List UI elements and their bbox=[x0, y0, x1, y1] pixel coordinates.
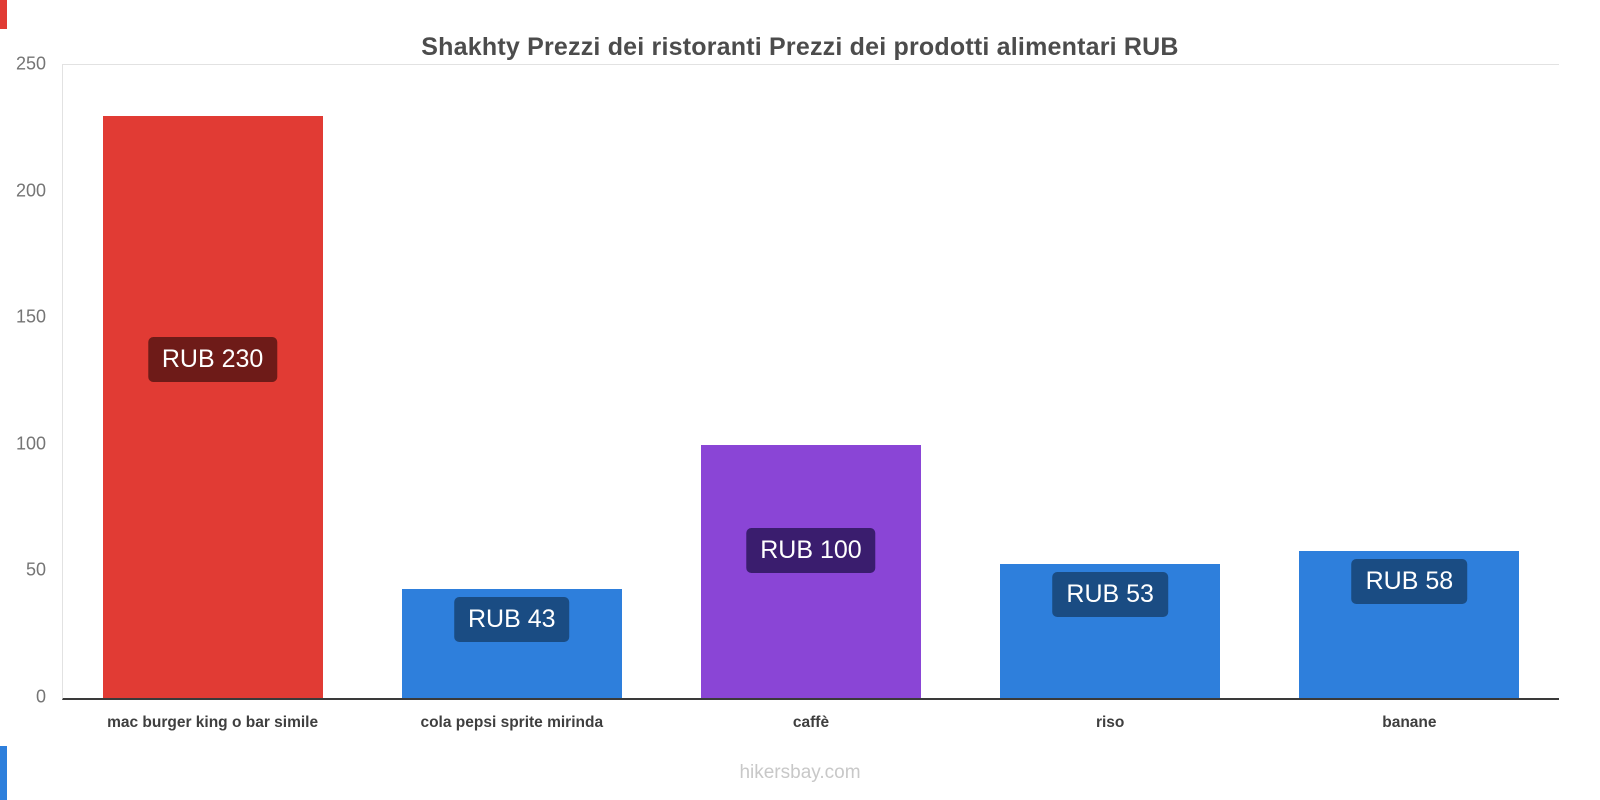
bar-group: RUB 230 mac burger king o bar simile bbox=[63, 65, 362, 731]
category-label: banane bbox=[1382, 714, 1437, 731]
page-edge-accent-bottom bbox=[0, 746, 7, 800]
bar-value-badge: RUB 58 bbox=[1351, 559, 1468, 605]
y-axis-tick: 150 bbox=[15, 306, 46, 327]
y-axis: 0 50 100 150 200 250 bbox=[0, 0, 54, 800]
bar-value-badge: RUB 43 bbox=[454, 597, 570, 643]
category-label: caffè bbox=[792, 714, 830, 731]
bar[interactable]: RUB 53 bbox=[1000, 563, 1221, 698]
plot-area: RUB 230 mac burger king o bar simile RUB 4… bbox=[62, 64, 1559, 731]
page-title: Shakhty Prezzi dei ristoranti Prezzi dei… bbox=[421, 32, 1179, 61]
category-label: riso bbox=[1095, 714, 1125, 731]
bar-group: RUB 58 banane bbox=[1260, 65, 1559, 731]
category-label: cola pepsi sprite mirinda bbox=[420, 714, 604, 731]
y-axis-tick: 0 bbox=[35, 686, 46, 707]
bar-group: RUB 53 riso bbox=[961, 65, 1260, 731]
footer: hikersbay.com bbox=[0, 762, 1600, 784]
bar[interactable]: RUB 58 bbox=[1299, 551, 1520, 698]
y-axis-tick: 50 bbox=[25, 559, 46, 580]
bar[interactable]: RUB 230 bbox=[102, 115, 323, 698]
bar[interactable]: RUB 100 bbox=[700, 444, 921, 698]
bar-value-badge: RUB 230 bbox=[147, 337, 278, 383]
y-axis-tick: 100 bbox=[15, 433, 46, 454]
y-axis-tick: 200 bbox=[15, 180, 46, 201]
bar[interactable]: RUB 43 bbox=[401, 589, 622, 698]
y-axis-tick: 250 bbox=[15, 53, 46, 74]
bar-value-badge: RUB 53 bbox=[1052, 571, 1168, 617]
category-label: mac burger king o bar simile bbox=[107, 714, 319, 731]
bar-group: RUB 43 cola pepsi sprite mirinda bbox=[362, 65, 661, 731]
bar-group: RUB 100 caffè bbox=[661, 65, 960, 731]
bar-value-badge: RUB 100 bbox=[746, 528, 876, 574]
page-edge-accent-top bbox=[0, 0, 7, 29]
footer-link[interactable]: hikersbay.com bbox=[739, 762, 861, 783]
